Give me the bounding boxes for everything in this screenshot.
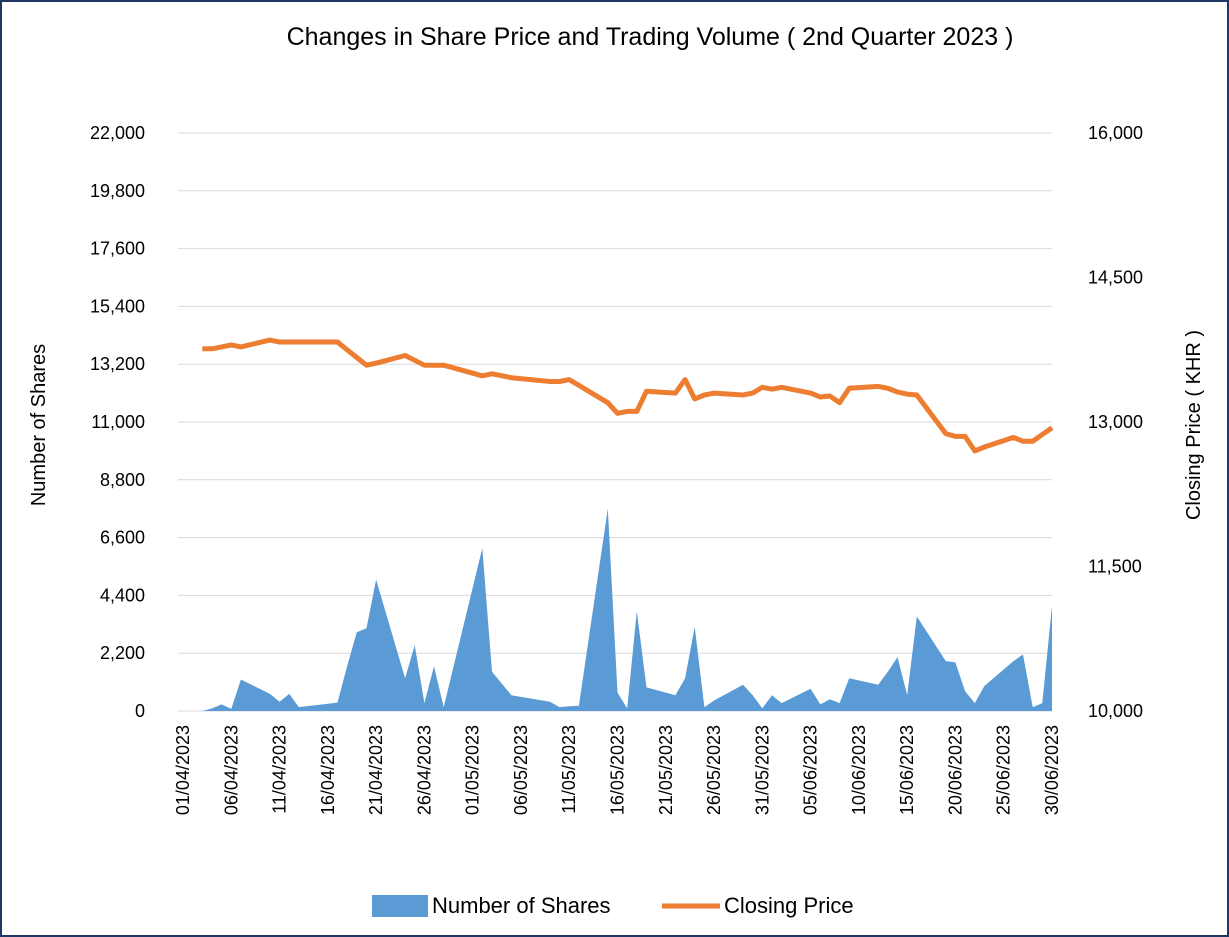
y-tick-label: 0 [135, 701, 145, 721]
x-tick-label: 16/04/2023 [318, 725, 338, 815]
x-tick-label: 16/05/2023 [608, 725, 628, 815]
y2-axis-title: Closing Price ( KHR ) [1183, 330, 1205, 520]
y-tick-label: 22,000 [90, 123, 145, 143]
legend-swatch [372, 895, 428, 917]
legend-label: Closing Price [724, 893, 854, 918]
y-axis-title: Number of Shares [28, 344, 50, 506]
x-tick-label: 31/05/2023 [752, 725, 772, 815]
x-tick-label: 01/04/2023 [173, 725, 193, 815]
x-tick-label: 21/05/2023 [656, 725, 676, 815]
y2-tick-label: 11,500 [1088, 557, 1142, 577]
area [202, 508, 1053, 711]
y-tick-label: 17,600 [90, 239, 145, 259]
x-tick-label: 20/06/2023 [945, 725, 965, 815]
x-tick-label: 01/05/2023 [463, 725, 483, 815]
y-tick-label: 6,600 [100, 528, 145, 548]
x-tick-label: 15/06/2023 [897, 725, 917, 815]
x-tick-label: 30/06/2023 [1042, 725, 1062, 815]
x-tick-label: 25/06/2023 [994, 725, 1014, 815]
y-tick-label: 2,200 [100, 643, 145, 663]
y-tick-label: 19,800 [90, 181, 145, 201]
x-tick-label: 10/06/2023 [849, 725, 869, 815]
y-tick-label: 15,400 [90, 296, 145, 316]
chart-title: Changes in Share Price and Trading Volum… [287, 23, 1014, 51]
x-tick-label: 26/05/2023 [704, 725, 724, 815]
y-tick-label: 8,800 [100, 470, 145, 490]
x-tick-label: 06/04/2023 [221, 725, 241, 815]
x-tick-label: 26/04/2023 [414, 725, 434, 815]
x-tick-label: 06/05/2023 [511, 725, 531, 815]
y2-tick-label: 10,000 [1088, 701, 1143, 721]
y-tick-label: 4,400 [100, 585, 145, 605]
y-tick-label: 13,200 [90, 354, 145, 374]
x-tick-label: 11/04/2023 [270, 725, 290, 814]
y2-tick-label: 16,000 [1088, 123, 1143, 143]
legend-label: Number of Shares [432, 893, 611, 918]
y2-tick-label: 13,000 [1088, 412, 1143, 432]
line [202, 337, 1054, 454]
y-tick-label: 11,000 [91, 412, 145, 432]
y2-tick-label: 14,500 [1088, 268, 1143, 288]
x-tick-label: 21/04/2023 [366, 725, 386, 815]
x-tick-label: 05/06/2023 [801, 725, 821, 815]
x-tick-label: 11/05/2023 [559, 725, 579, 814]
